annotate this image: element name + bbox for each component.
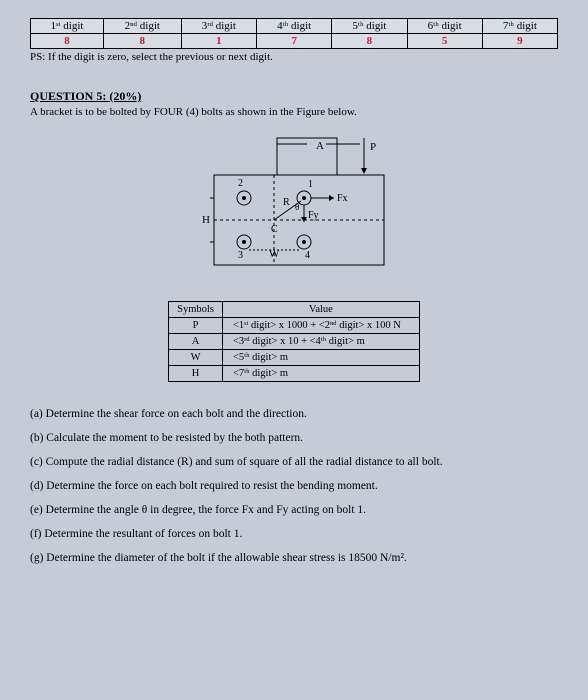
table-row: P: [169, 318, 223, 334]
digit-value: 8: [31, 34, 104, 49]
symbols-table: Symbols Value P<1ˢᵗ digit> x 1000 + <2ⁿᵈ…: [168, 301, 420, 382]
part-f: (f) Determine the resultant of forces on…: [30, 528, 558, 540]
table-row: <7ᵗʰ digit> m: [222, 366, 419, 382]
bolt-4-label: 4: [305, 250, 310, 261]
question-desc: A bracket is to be bolted by FOUR (4) bo…: [30, 106, 558, 118]
question-title: QUESTION 5: (20%): [30, 89, 558, 104]
table-row: <3ʳᵈ digit> x 10 + <4ᵗʰ digit> m: [222, 334, 419, 350]
digit-header: 4ᵗʰ digit: [257, 19, 332, 34]
fy-label: Fy: [308, 210, 319, 221]
r-label: R: [283, 197, 290, 208]
digits-table: 1ˢᵗ digit 2ⁿᵈ digit 3ʳᵈ digit 4ᵗʰ digit …: [30, 18, 558, 49]
table-row: W: [169, 350, 223, 366]
digit-header: 6ᵗʰ digit: [407, 19, 482, 34]
digit-value: 1: [181, 34, 257, 49]
digit-header: 5ᵗʰ digit: [332, 19, 407, 34]
bolt-1-label: 1: [308, 179, 313, 190]
theta-label: θ: [295, 202, 299, 212]
c-label: C: [271, 224, 278, 235]
digit-value: 8: [104, 34, 182, 49]
bolt-3-label: 3: [238, 250, 243, 261]
digit-header: 7ᵗʰ digit: [482, 19, 557, 34]
table-row: H: [169, 366, 223, 382]
bracket-diagram: 2 1 3 4 R Fx Fy θ C H W A P: [164, 130, 424, 280]
p-label: P: [370, 141, 376, 153]
part-a: (a) Determine the shear force on each bo…: [30, 408, 558, 420]
a-label: A: [316, 140, 324, 152]
table-row: A: [169, 334, 223, 350]
digit-header: 2ⁿᵈ digit: [104, 19, 182, 34]
part-g: (g) Determine the diameter of the bolt i…: [30, 552, 558, 564]
digit-header: 1ˢᵗ digit: [31, 19, 104, 34]
ps-note: PS: If the digit is zero, select the pre…: [30, 51, 558, 63]
fx-label: Fx: [337, 193, 348, 204]
digit-value: 5: [407, 34, 482, 49]
sym-header: Symbols: [169, 302, 223, 318]
table-row: <1ˢᵗ digit> x 1000 + <2ⁿᵈ digit> x 100 N: [222, 318, 419, 334]
diagram: 2 1 3 4 R Fx Fy θ C H W A P: [30, 130, 558, 283]
part-d: (d) Determine the force on each bolt req…: [30, 480, 558, 492]
digit-value: 8: [332, 34, 407, 49]
h-label: H: [202, 214, 210, 226]
bolt-2-label: 2: [238, 178, 243, 189]
part-e: (e) Determine the angle θ in degree, the…: [30, 504, 558, 516]
part-c: (c) Compute the radial distance (R) and …: [30, 456, 558, 468]
digit-header: 3ʳᵈ digit: [181, 19, 257, 34]
part-b: (b) Calculate the moment to be resisted …: [30, 432, 558, 444]
table-row: <5ᵗʰ digit> m: [222, 350, 419, 366]
digit-value: 7: [257, 34, 332, 49]
sym-header: Value: [222, 302, 419, 318]
digit-value: 9: [482, 34, 557, 49]
questions-list: (a) Determine the shear force on each bo…: [30, 408, 558, 564]
